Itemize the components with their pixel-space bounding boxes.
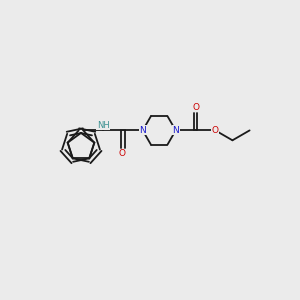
Text: NH: NH (97, 121, 110, 130)
Text: O: O (192, 103, 199, 112)
Text: N: N (139, 126, 146, 135)
Text: N: N (172, 126, 179, 135)
Text: O: O (212, 126, 219, 135)
Text: O: O (119, 149, 126, 158)
